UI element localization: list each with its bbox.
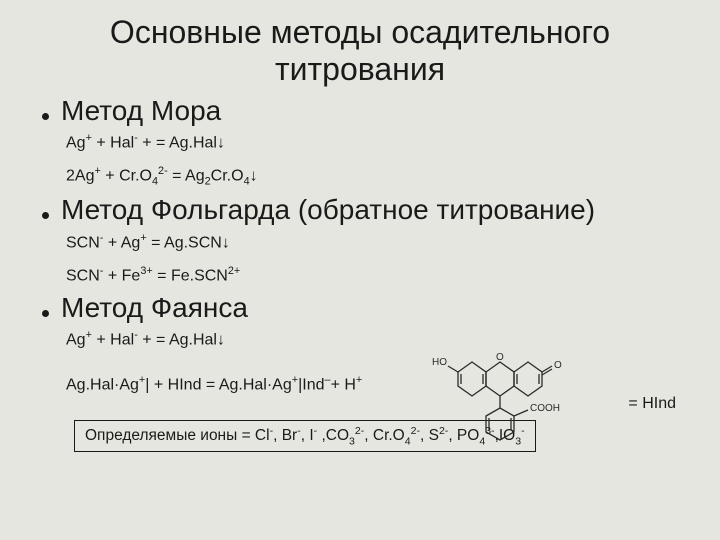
equation: SCN- + Fe3+ = Fe.SCN2+ [24,264,696,287]
fluorescein-structure-icon: HO O O COOH [432,348,582,463]
method-name: Метод Фольгарда (обратное титрование) [61,193,595,227]
o-label: O [554,360,562,371]
equation: SCN- + Ag+ = Ag.SCN↓ [24,231,696,254]
bullet-row: Метод Фаянса [24,291,696,325]
ho-label: HO [432,357,447,368]
title-line-1: Основные методы осадительного [110,14,610,50]
method-name: Метод Фаянса [61,291,248,325]
bullet-icon [42,310,49,317]
equation: 2Ag+ + Cr.O42- = Ag2Cr.O4↓ [24,164,696,189]
bullet-row: Метод Фольгарда (обратное титрование) [24,193,696,227]
hind-label: = HInd [628,395,676,413]
equation: Ag.Hal·Ag+| + HInd = Ag.Hal·Ag+|Ind–+ H+ [24,373,404,396]
bullet-row: Метод Мора [24,94,696,128]
method-fajans: Метод Фаянса Ag+ + Hal- + = Ag.Hal↓ Ag.H… [24,291,696,396]
equation: Ag+ + Hal- + = Ag.Hal↓ [24,328,696,351]
slide-title: Основные методы осадительного титрования [24,14,696,88]
bullet-icon [42,212,49,219]
title-line-2: титрования [275,51,445,87]
method-name: Метод Мора [61,94,221,128]
method-volhard: Метод Фольгарда (обратное титрование) SC… [24,193,696,286]
o-label: O [496,352,504,363]
equation: Ag+ + Hal- + = Ag.Hal↓ [24,131,696,154]
cooh-label: COOH [530,403,560,414]
bullet-icon [42,113,49,120]
method-mora: Метод Мора Ag+ + Hal- + = Ag.Hal↓ 2Ag+ +… [24,94,696,190]
